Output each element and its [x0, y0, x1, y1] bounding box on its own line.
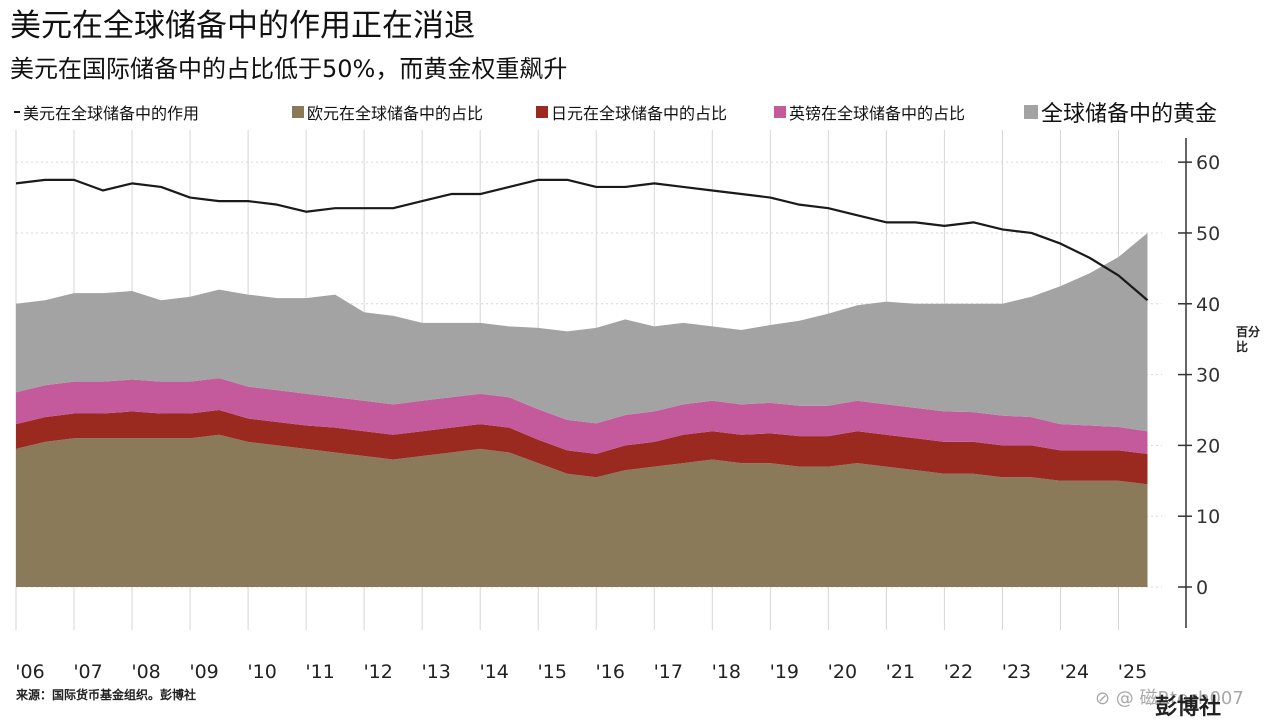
x-tick-label: '18: [712, 661, 741, 683]
legend-swatch-eur: [292, 106, 304, 118]
watermark: ⊘ @ 磁Rtech007: [1095, 688, 1244, 709]
y-tick-label: 60: [1196, 152, 1220, 174]
x-tick-label: '23: [1002, 661, 1031, 683]
chart-legend: 美元在全球储备中的作用 欧元在全球储备中的占比 日元在全球储备中的占比 英镑在全…: [14, 96, 1274, 128]
legend-item-gbp[interactable]: 英镑在全球储备中的占比: [774, 100, 965, 124]
x-tick-label: '09: [189, 661, 218, 683]
x-tick-label: '15: [538, 661, 567, 683]
area-jpy: [16, 409, 1148, 485]
y-axis-unit-label: 百分: [1236, 324, 1260, 339]
legend-label-gold: 全球储备中的黄金: [1041, 102, 1218, 127]
legend-swatch-usd: [14, 111, 20, 113]
x-tick-label: '25: [1118, 661, 1147, 683]
reserve-share-chart: 0 10 20 30 40 50 60 百分比 '06 '07 '08 '09 '10 '11 '12 '13…: [15, 130, 1260, 683]
legend-swatch-jpy: [536, 106, 548, 118]
legend-swatch-gbp: [774, 106, 786, 118]
legend-label-gbp: 英镑在全球储备中的占比: [789, 104, 966, 123]
x-tick-label: '21: [886, 661, 915, 683]
legend-item-eur[interactable]: 欧元在全球储备中的占比: [292, 100, 483, 124]
y-tick-label: 50: [1196, 223, 1220, 245]
x-tick-label: '16: [596, 661, 625, 683]
brand-logo: 彭博社: [1155, 695, 1222, 720]
x-tick-label: '22: [944, 661, 973, 683]
usd-share-line: [15, 178, 1149, 302]
area-gold: [16, 232, 1148, 432]
legend-label-eur: 欧元在全球储备中的占比: [307, 104, 484, 123]
x-tick-label: '11: [305, 661, 334, 683]
y-tick-label: 20: [1196, 435, 1220, 457]
legend-swatch-gold: [1024, 105, 1038, 119]
chart-subtitle: 美元在国际储备中的占比低于50%，而黄金权重飙升: [10, 55, 568, 83]
usd-line-layer: [15, 178, 1149, 302]
y-tick-label: 0: [1196, 577, 1208, 599]
x-tick-label: '20: [828, 661, 857, 683]
legend-label-usd: 美元在全球储备中的作用: [23, 104, 200, 123]
legend-item-gold[interactable]: 全球储备中的黄金: [1024, 96, 1217, 128]
x-tick-label: '24: [1060, 661, 1089, 683]
x-tick-label: '19: [770, 661, 799, 683]
y-axis-unit-label: 比: [1236, 339, 1248, 354]
x-tick-label: '08: [131, 661, 160, 683]
x-tick-label: '13: [421, 661, 450, 683]
x-tick-label: '14: [479, 661, 508, 683]
y-tick-label: 40: [1196, 294, 1220, 316]
axis-layer: 0 10 20 30 40 50 60 百分比 '06 '07 '08 '09 '10 '11 '12 '13…: [15, 138, 1260, 683]
legend-label-jpy: 日元在全球储备中的占比: [551, 104, 728, 123]
y-tick-label: 10: [1196, 506, 1220, 528]
legend-item-jpy[interactable]: 日元在全球储备中的占比: [536, 100, 727, 124]
source-note: 来源：国际货币基金组织。彭博社: [16, 688, 197, 702]
stacked-area-layer: [16, 232, 1148, 587]
y-tick-label: 30: [1196, 365, 1220, 387]
x-tick-label: '10: [247, 661, 276, 683]
x-tick-label: '07: [73, 661, 102, 683]
x-tick-label: '12: [363, 661, 392, 683]
area-gbp: [16, 378, 1148, 454]
x-tick-label: '06: [15, 661, 44, 683]
x-tick-label: '17: [654, 661, 683, 683]
chart-title: 美元在全球储备中的作用正在消退: [10, 8, 475, 44]
legend-item-usd[interactable]: 美元在全球储备中的作用: [14, 100, 199, 124]
area-eur: [16, 434, 1148, 587]
